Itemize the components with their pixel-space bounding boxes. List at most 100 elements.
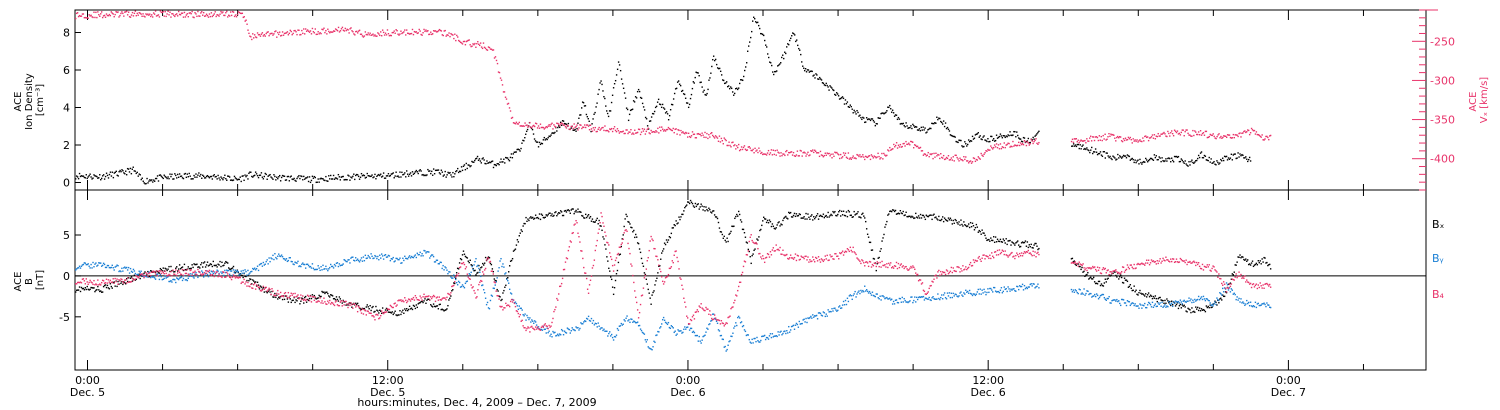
data-point <box>1079 289 1081 291</box>
data-point <box>602 90 604 92</box>
data-point <box>207 16 210 18</box>
data-point <box>1200 134 1203 136</box>
data-point <box>1179 134 1182 136</box>
data-point <box>679 134 681 136</box>
data-point <box>658 103 661 105</box>
data-point <box>371 34 373 36</box>
data-point <box>954 293 956 295</box>
data-point <box>585 216 588 219</box>
data-point <box>611 286 614 288</box>
data-point <box>948 130 951 132</box>
data-point <box>154 278 157 280</box>
data-point <box>1121 156 1124 158</box>
data-point <box>478 264 480 267</box>
data-point <box>269 173 271 176</box>
data-point <box>1248 133 1251 136</box>
data-point <box>1097 280 1100 283</box>
data-point <box>128 171 131 173</box>
data-point <box>468 273 470 275</box>
data-point <box>772 225 775 227</box>
data-point <box>1072 141 1075 144</box>
data-point <box>908 215 910 217</box>
data-point <box>588 319 591 322</box>
data-point <box>113 281 115 283</box>
data-point <box>1085 142 1087 144</box>
data-point <box>128 272 131 274</box>
data-point <box>562 124 565 126</box>
data-point <box>859 154 861 156</box>
data-point <box>419 30 421 32</box>
data-point <box>375 255 377 258</box>
data-point <box>356 174 359 176</box>
data-point <box>444 266 446 268</box>
data-point <box>787 218 789 220</box>
data-point <box>100 262 102 264</box>
data-point <box>657 272 659 274</box>
data-point <box>424 250 426 252</box>
data-point <box>992 286 995 289</box>
data-point <box>700 134 702 137</box>
data-point <box>553 214 555 217</box>
data-point <box>757 339 759 342</box>
data-point <box>225 12 227 14</box>
data-point <box>537 326 540 328</box>
data-point <box>1021 241 1024 243</box>
data-point <box>1223 295 1226 298</box>
data-point <box>809 218 811 220</box>
data-point <box>111 287 113 289</box>
data-point <box>1190 311 1192 314</box>
data-point <box>101 16 104 19</box>
data-point <box>751 254 753 257</box>
data-point <box>755 150 757 152</box>
data-point <box>246 279 248 282</box>
data-point <box>1082 293 1084 295</box>
data-point <box>853 109 855 112</box>
data-point <box>1104 298 1107 300</box>
data-point <box>375 35 377 37</box>
data-point <box>378 173 380 176</box>
data-point <box>154 271 157 273</box>
data-point <box>381 175 384 177</box>
data-point <box>803 69 806 72</box>
data-point <box>90 286 92 289</box>
data-point <box>1132 138 1134 140</box>
data-point <box>329 31 331 34</box>
data-point <box>1200 296 1203 298</box>
data-point <box>167 10 169 13</box>
data-point <box>278 176 280 178</box>
data-point <box>700 342 702 344</box>
data-point <box>1104 278 1107 280</box>
data-point <box>658 265 660 267</box>
data-point <box>310 33 313 35</box>
data-point <box>675 334 677 336</box>
data-point <box>459 257 462 260</box>
data-point <box>210 270 213 272</box>
data-point <box>849 157 852 159</box>
data-point <box>452 277 454 279</box>
data-point <box>359 308 362 310</box>
data-point <box>277 177 279 180</box>
data-point <box>914 296 916 298</box>
data-point <box>174 279 176 281</box>
data-point <box>855 213 857 215</box>
data-point <box>347 259 349 261</box>
data-point <box>701 132 703 134</box>
data-point <box>912 123 914 126</box>
data-point <box>303 175 305 178</box>
data-point <box>80 286 83 289</box>
data-point <box>920 126 923 129</box>
data-point <box>1147 301 1150 304</box>
data-point <box>895 142 898 144</box>
data-point <box>1177 307 1180 310</box>
data-point <box>986 291 988 294</box>
data-point <box>1234 264 1236 266</box>
data-point <box>166 276 168 278</box>
data-point <box>127 168 130 170</box>
data-point <box>191 264 193 266</box>
data-point <box>358 178 361 180</box>
data-point <box>708 133 710 136</box>
data-point <box>220 10 222 13</box>
data-point <box>228 273 231 276</box>
data-point <box>693 206 696 208</box>
data-point <box>372 257 374 260</box>
